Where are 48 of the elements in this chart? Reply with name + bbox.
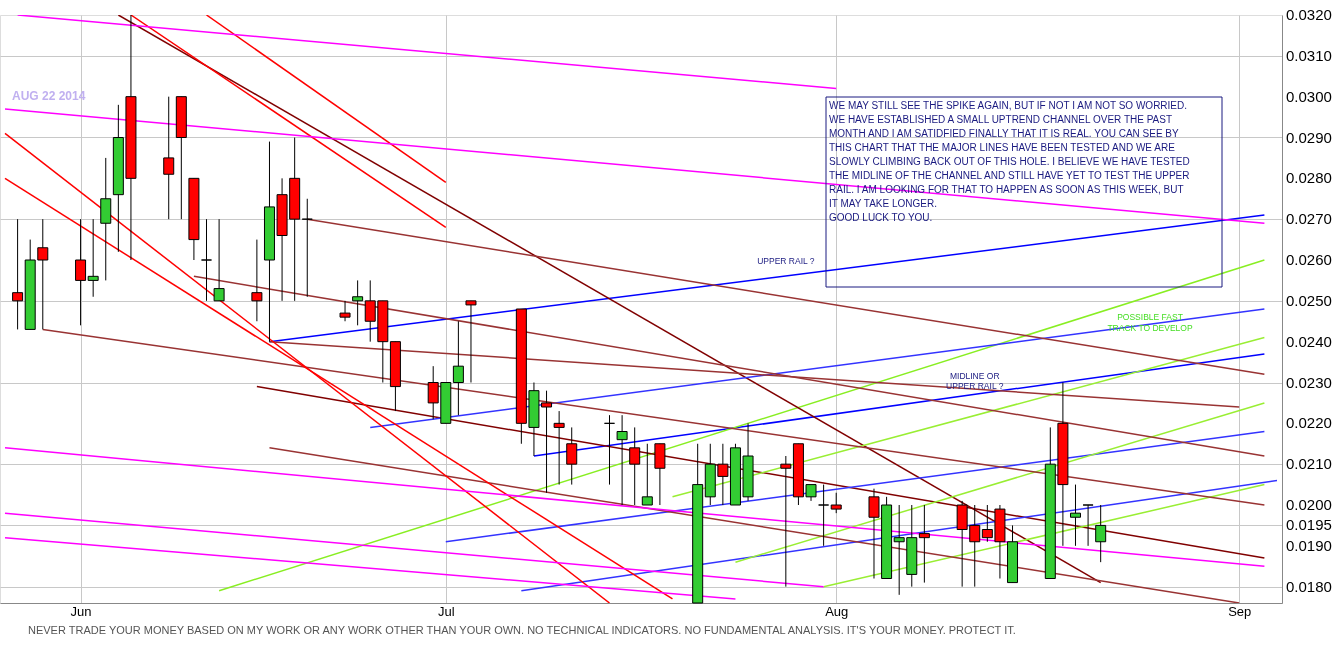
x-tick-label: Sep: [1228, 603, 1252, 619]
candlestick: [12, 218, 24, 330]
candlestick: [352, 279, 364, 326]
candlestick: [87, 218, 99, 298]
candlestick: [818, 484, 830, 547]
candlestick: [301, 198, 313, 298]
y-tick-label: 0.0250: [1286, 291, 1332, 309]
candlestick: [452, 320, 464, 416]
x-tick-label: Jun: [70, 603, 92, 619]
y-tick-label: 0.0190: [1286, 536, 1332, 554]
y-tick-label: 0.0220: [1286, 414, 1332, 432]
x-tick-label: Jul: [437, 603, 455, 619]
candlestick: [830, 492, 842, 514]
candlestick: [616, 414, 628, 506]
y-tick-label: 0.0210: [1286, 455, 1332, 473]
text: NEVER TRADE YOUR MONEY BASED ON MY WORK OR ANY WORK OTHER THAN YOUR OWN. NO TECHNICAL INDICATORS. NO FUNDAMENTAL ANALYSIS. IT'S YOUR MONEY. PROTECT IT.: [28, 624, 1016, 636]
candlestick: [251, 239, 263, 322]
candlestick: [918, 504, 930, 584]
candlestick: [1095, 504, 1107, 563]
candlestick: [201, 218, 212, 302]
y-tick-label: 0.0195: [1286, 516, 1332, 534]
y-tick-label: 0.0270: [1286, 210, 1332, 228]
y-tick-label: 0.0230: [1286, 373, 1332, 391]
candlestick: [604, 414, 616, 486]
candlestick: [1082, 504, 1094, 547]
y-tick-label: 0.0260: [1286, 251, 1332, 268]
candlestick: [163, 96, 175, 220]
candlestick: [1070, 484, 1081, 547]
y-tick-label: 0.0180: [1286, 577, 1332, 595]
candlestick: [641, 443, 653, 506]
y-tick-label: 0.0320: [1286, 6, 1332, 23]
y-tick-label: 0.0310: [1286, 46, 1332, 64]
text: AUG 22 2014: [12, 89, 86, 103]
x-tick-label: Aug: [825, 603, 849, 619]
candlestick: [553, 410, 565, 486]
annotation: UPPER RAIL ?: [757, 256, 815, 267]
y-tick-label: 0.0200: [1286, 496, 1332, 513]
candlestick: [566, 426, 578, 486]
candlestick: [780, 455, 792, 588]
y-tick-label: 0.0280: [1286, 169, 1332, 187]
candlestick: [629, 426, 641, 506]
candlestick: [339, 300, 351, 322]
candlestick: [213, 218, 225, 302]
candlestick: [75, 218, 87, 326]
candlestick: [465, 300, 477, 383]
y-tick-label: 0.0300: [1286, 87, 1332, 105]
y-tick-label: 0.0240: [1286, 332, 1332, 350]
y-tick-label: 0.0290: [1286, 128, 1332, 146]
